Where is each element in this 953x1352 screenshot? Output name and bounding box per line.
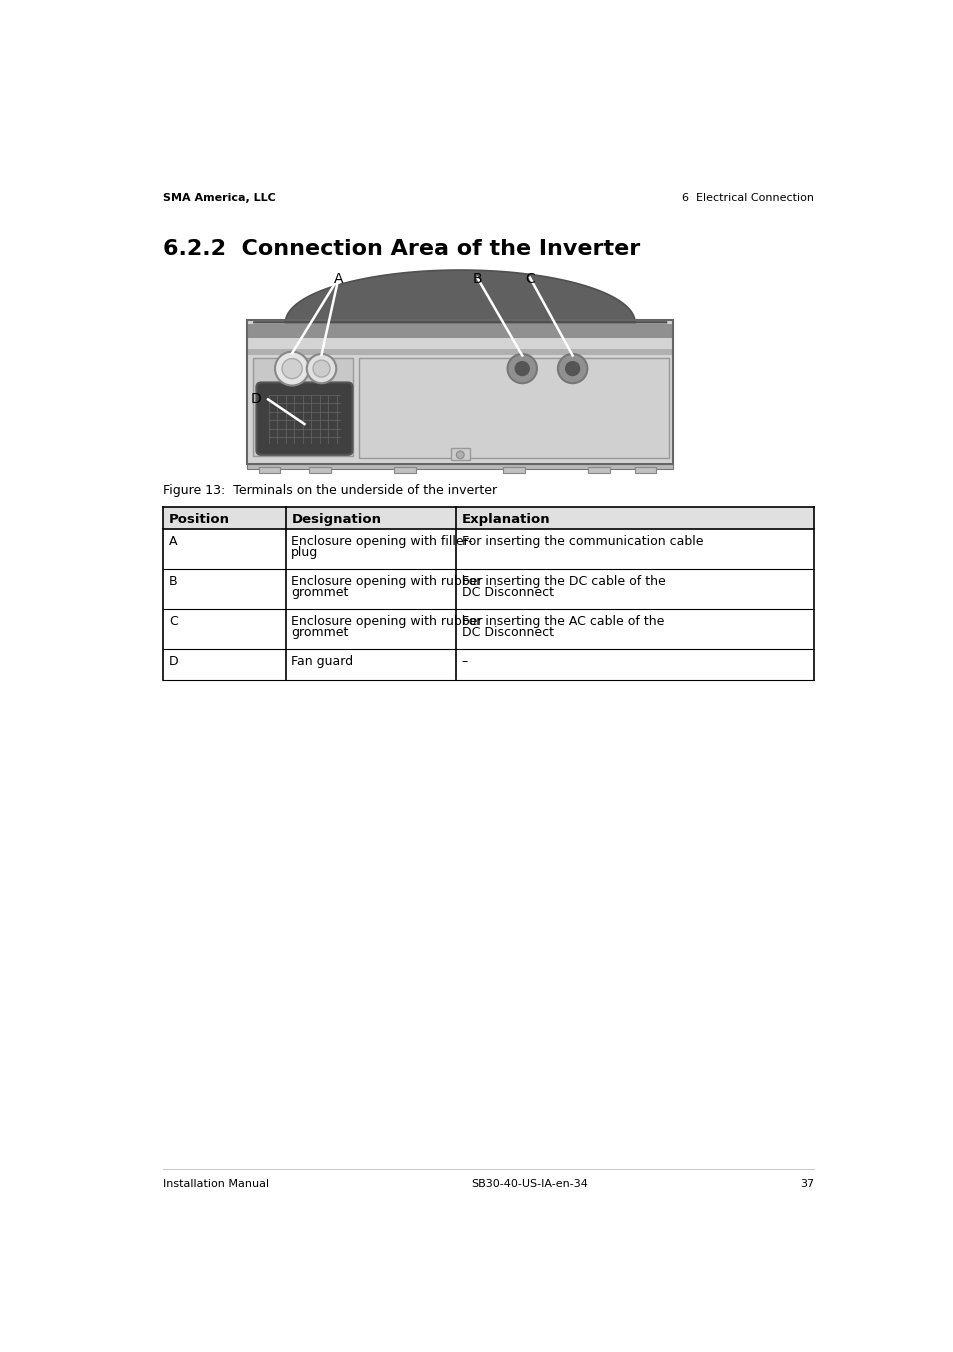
Text: Enclosure opening with rubber: Enclosure opening with rubber xyxy=(291,575,482,588)
Bar xyxy=(451,448,469,460)
Text: Enclosure opening with filler-: Enclosure opening with filler- xyxy=(291,535,473,548)
Text: SMA America, LLC: SMA America, LLC xyxy=(163,193,275,203)
Circle shape xyxy=(507,354,537,383)
Bar xyxy=(587,468,609,473)
Text: SB30-40-US-IA-en-34: SB30-40-US-IA-en-34 xyxy=(471,1179,588,1188)
Circle shape xyxy=(456,452,464,458)
Text: Installation Manual: Installation Manual xyxy=(163,1179,270,1188)
Circle shape xyxy=(313,360,330,377)
Circle shape xyxy=(282,358,302,379)
Text: B: B xyxy=(169,575,177,588)
Circle shape xyxy=(274,352,309,385)
Bar xyxy=(359,358,669,458)
Text: grommet: grommet xyxy=(291,626,348,638)
Text: plug: plug xyxy=(291,546,318,558)
Text: Figure 13:  Terminals on the underside of the inverter: Figure 13: Terminals on the underside of… xyxy=(163,484,497,498)
Circle shape xyxy=(558,354,587,383)
Text: DC Disconnect: DC Disconnect xyxy=(461,626,554,638)
Text: 37: 37 xyxy=(800,1179,814,1188)
Text: D: D xyxy=(169,654,178,668)
Bar xyxy=(394,468,416,473)
Text: 6  Electrical Connection: 6 Electrical Connection xyxy=(681,193,814,203)
Circle shape xyxy=(307,354,335,383)
Bar xyxy=(247,320,673,464)
Bar xyxy=(309,468,331,473)
Text: grommet: grommet xyxy=(291,585,348,599)
FancyBboxPatch shape xyxy=(256,383,353,454)
Bar xyxy=(163,569,814,608)
Text: –: – xyxy=(461,654,468,668)
Text: For inserting the AC cable of the: For inserting the AC cable of the xyxy=(461,615,663,627)
Text: Fan guard: Fan guard xyxy=(291,654,353,668)
Text: C: C xyxy=(169,615,177,627)
Text: A: A xyxy=(334,272,343,287)
Bar xyxy=(502,468,524,473)
Text: Explanation: Explanation xyxy=(461,512,550,526)
Text: For inserting the DC cable of the: For inserting the DC cable of the xyxy=(461,575,665,588)
Bar xyxy=(247,324,673,338)
Bar xyxy=(634,468,656,473)
Bar xyxy=(163,649,814,680)
Bar xyxy=(247,464,673,469)
Text: DC Disconnect: DC Disconnect xyxy=(461,585,554,599)
Text: Position: Position xyxy=(169,512,230,526)
Text: B: B xyxy=(472,272,481,287)
Text: A: A xyxy=(169,535,177,548)
Bar xyxy=(163,507,814,529)
Bar xyxy=(163,529,814,569)
Text: D: D xyxy=(251,392,261,407)
Bar xyxy=(258,468,280,473)
Text: C: C xyxy=(524,272,535,287)
Text: Designation: Designation xyxy=(291,512,381,526)
Bar xyxy=(247,320,673,464)
Circle shape xyxy=(565,362,579,376)
Bar xyxy=(253,358,353,457)
Text: 6.2.2  Connection Area of the Inverter: 6.2.2 Connection Area of the Inverter xyxy=(163,239,640,260)
Bar xyxy=(247,349,673,354)
Text: For inserting the communication cable: For inserting the communication cable xyxy=(461,535,702,548)
Circle shape xyxy=(515,362,529,376)
Text: Enclosure opening with rubber: Enclosure opening with rubber xyxy=(291,615,482,627)
Bar xyxy=(163,608,814,649)
Polygon shape xyxy=(253,270,666,322)
